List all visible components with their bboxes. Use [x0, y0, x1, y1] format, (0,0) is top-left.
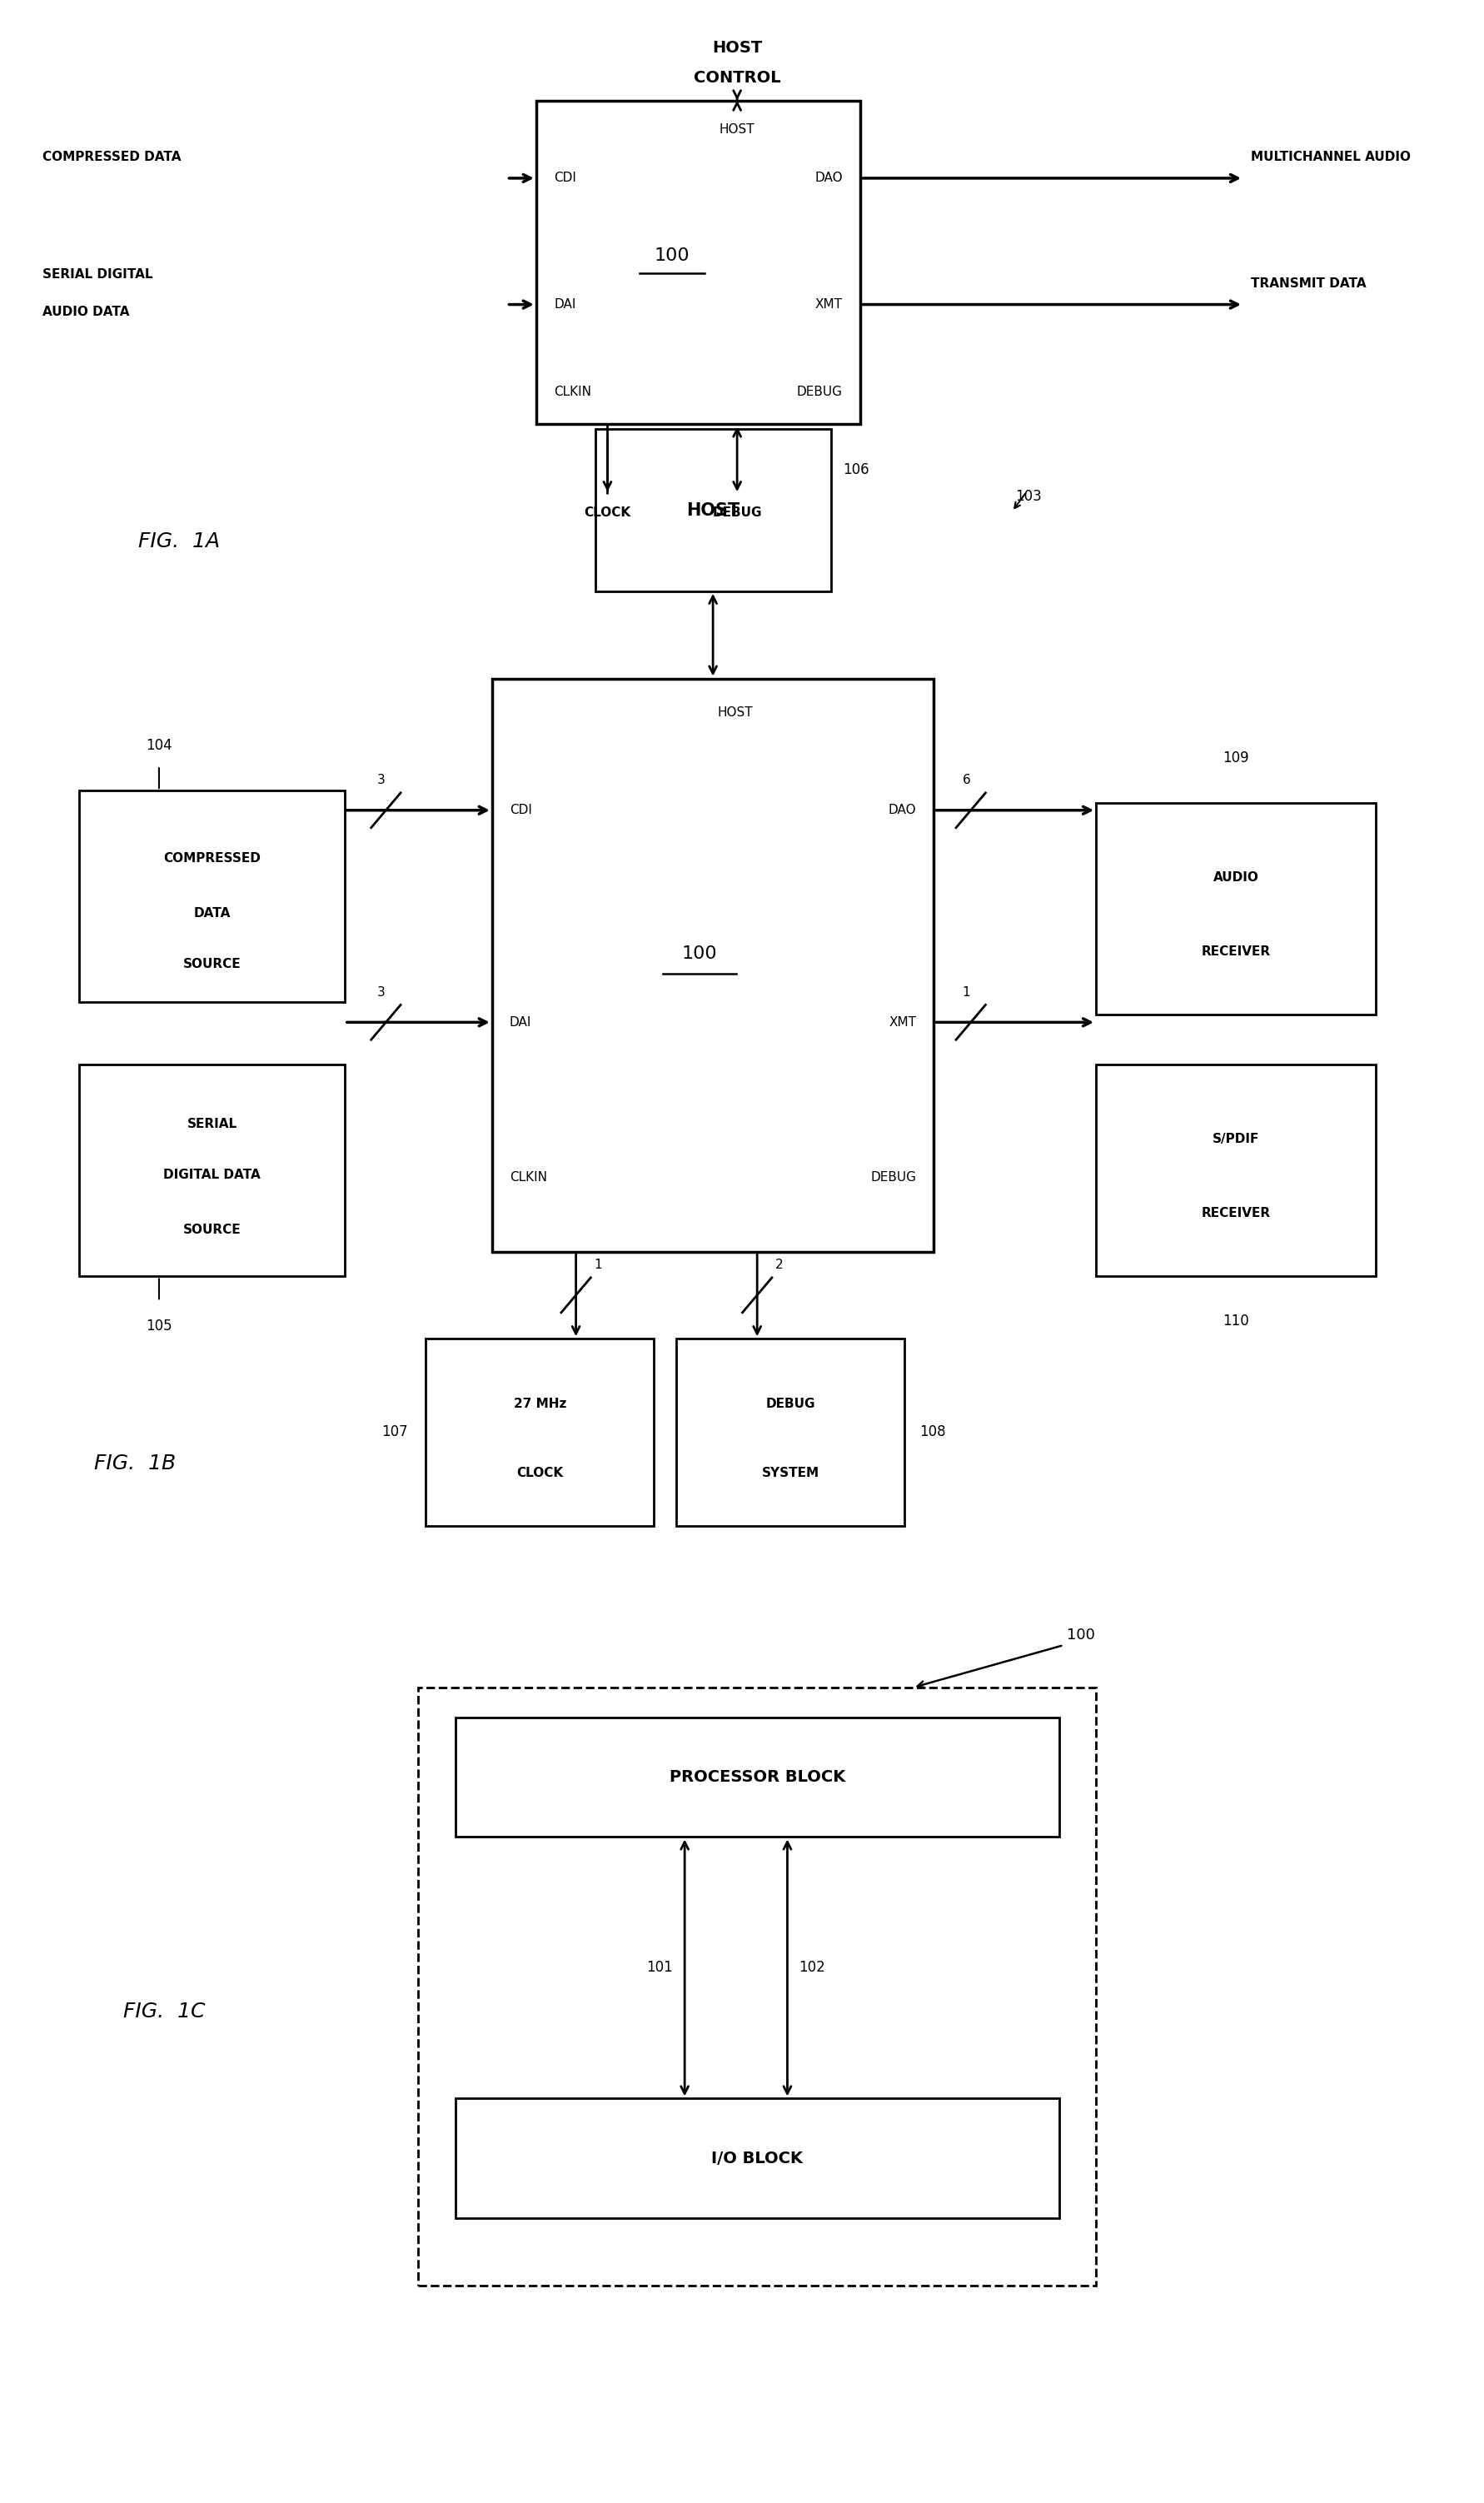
Text: DEBUG: DEBUG: [797, 385, 841, 398]
Text: S/PDIF: S/PDIF: [1212, 1131, 1258, 1144]
Text: HOST: HOST: [718, 123, 754, 135]
Bar: [675, 1339, 904, 1524]
Text: 6: 6: [962, 773, 971, 786]
Text: 105: 105: [145, 1319, 172, 1334]
Text: DEBUG: DEBUG: [870, 1171, 916, 1184]
Text: 2: 2: [775, 1259, 782, 1272]
Text: HOST: HOST: [717, 706, 752, 718]
Text: SOURCE: SOURCE: [183, 959, 240, 971]
Text: DEBUG: DEBUG: [766, 1397, 815, 1409]
Text: DAO: DAO: [815, 173, 841, 185]
Bar: [1095, 803, 1376, 1014]
Text: 1: 1: [594, 1259, 601, 1272]
Text: SOURCE: SOURCE: [183, 1224, 240, 1236]
Text: AUDIO: AUDIO: [1212, 871, 1258, 884]
Text: COMPRESSED: COMPRESSED: [163, 851, 261, 864]
Text: 110: 110: [1221, 1314, 1248, 1329]
Bar: [80, 791, 344, 1001]
Text: DAO: DAO: [887, 803, 916, 816]
Text: 104: 104: [145, 738, 172, 753]
Bar: [491, 678, 933, 1252]
Text: I/O BLOCK: I/O BLOCK: [711, 2150, 803, 2165]
Text: 108: 108: [919, 1424, 945, 1439]
Text: RECEIVER: RECEIVER: [1201, 1206, 1270, 1219]
Text: 1: 1: [962, 986, 971, 999]
Text: 100: 100: [1066, 1627, 1094, 1642]
Text: CDI: CDI: [554, 173, 576, 185]
Text: CLKIN: CLKIN: [509, 1171, 546, 1184]
Text: CONTROL: CONTROL: [693, 70, 781, 85]
Text: CDI: CDI: [509, 803, 531, 816]
Bar: [536, 100, 859, 426]
Bar: [595, 431, 831, 591]
Text: HOST: HOST: [686, 503, 739, 518]
Text: 101: 101: [646, 1960, 672, 1975]
Text: HOST: HOST: [712, 40, 761, 55]
Text: DATA: DATA: [193, 906, 230, 919]
Text: AUDIO DATA: AUDIO DATA: [43, 305, 129, 318]
Text: 109: 109: [1223, 751, 1248, 766]
Text: FIG.  1A: FIG. 1A: [138, 531, 220, 551]
Bar: [456, 1717, 1058, 1837]
Text: 106: 106: [841, 463, 868, 478]
Text: SYSTEM: SYSTEM: [761, 1467, 819, 1479]
Bar: [456, 2098, 1058, 2218]
Bar: [426, 1339, 653, 1524]
Text: 3: 3: [377, 773, 386, 786]
Text: FIG.  1C: FIG. 1C: [123, 2002, 206, 2022]
Text: SERIAL DIGITAL: SERIAL DIGITAL: [43, 268, 153, 280]
Text: DAI: DAI: [554, 298, 576, 310]
Text: MULTICHANNEL AUDIO: MULTICHANNEL AUDIO: [1250, 150, 1410, 163]
Text: 107: 107: [381, 1424, 408, 1439]
Text: 100: 100: [681, 946, 717, 961]
Text: 102: 102: [798, 1960, 825, 1975]
Text: TRANSMIT DATA: TRANSMIT DATA: [1250, 278, 1365, 290]
Text: 3: 3: [377, 986, 386, 999]
Text: COMPRESSED DATA: COMPRESSED DATA: [43, 150, 181, 163]
Text: 100: 100: [654, 248, 690, 265]
Text: CLOCK: CLOCK: [516, 1467, 562, 1479]
Text: CLKIN: CLKIN: [554, 385, 591, 398]
Bar: [80, 1064, 344, 1277]
Text: PROCESSOR BLOCK: PROCESSOR BLOCK: [669, 1770, 844, 1785]
Bar: [418, 1687, 1095, 2285]
Text: SERIAL: SERIAL: [187, 1119, 237, 1131]
Text: DEBUG: DEBUG: [712, 506, 761, 518]
Text: XMT: XMT: [815, 298, 841, 310]
Text: 27 MHz: 27 MHz: [513, 1397, 565, 1409]
Text: FIG.  1B: FIG. 1B: [93, 1454, 175, 1474]
Text: CLOCK: CLOCK: [583, 506, 631, 518]
Bar: [1095, 1064, 1376, 1277]
Text: RECEIVER: RECEIVER: [1201, 946, 1270, 959]
Text: 103: 103: [1015, 488, 1040, 503]
Text: DAI: DAI: [509, 1016, 531, 1029]
Text: XMT: XMT: [889, 1016, 916, 1029]
Text: DIGITAL DATA: DIGITAL DATA: [163, 1169, 261, 1181]
